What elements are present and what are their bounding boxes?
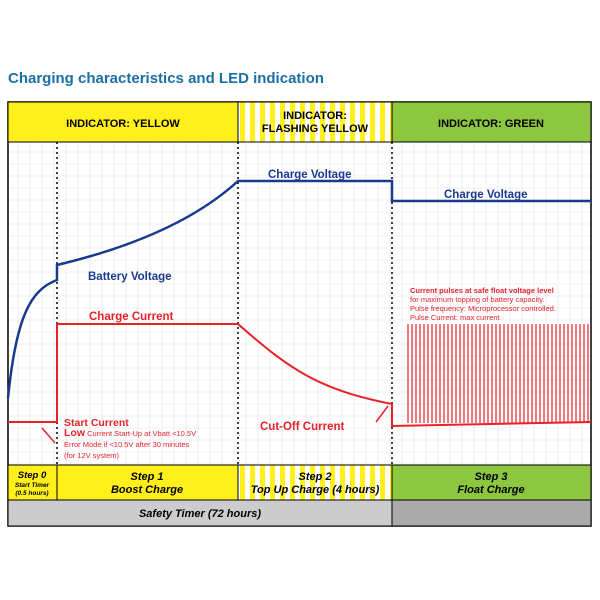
system-note: (for 12V system) <box>64 451 120 460</box>
step-1-name: Step 1 <box>130 471 163 483</box>
float-note-line-1: Current pulses at safe float voltage lev… <box>410 286 554 295</box>
float-current-pulses <box>407 324 589 423</box>
start-current-label: Start Current <box>64 417 129 429</box>
safety-timer-label: Safety Timer (72 hours) <box>139 508 261 520</box>
current-curve <box>8 323 592 428</box>
step-0-box <box>7 464 58 501</box>
indicator-flashing-label-1: INDICATOR: <box>283 110 347 122</box>
page-title: Charging characteristics and LED indicat… <box>8 70 324 87</box>
step-1-desc: Boost Charge <box>111 484 183 496</box>
start-current-pointer <box>41 427 56 444</box>
indicator-green-box <box>391 101 592 143</box>
grid <box>9 143 590 465</box>
step-1-box <box>56 464 239 501</box>
indicator-flashing-label-2: FLASHING YELLOW <box>262 123 369 135</box>
indicator-yellow-box <box>7 101 239 143</box>
step-2-box <box>237 464 393 501</box>
error-mode-note: Error Mode if <10.5V after 30 minutes <box>64 440 190 449</box>
step-2-name: Step 2 <box>298 471 331 483</box>
float-note-line-2: for maximum topping of battery capacity. <box>410 295 545 304</box>
charge-current-label: Charge Current <box>89 311 174 323</box>
step-0-name: Step 0 <box>18 470 47 481</box>
battery-voltage-label: Battery Voltage <box>88 271 172 283</box>
charge-voltage-label-2: Charge Voltage <box>444 189 528 201</box>
voltage-curve <box>6 179 591 399</box>
step-3-box <box>391 464 592 501</box>
low-current-note-rest: Current Start-Up at Vbatt <10.5V <box>85 429 196 438</box>
float-note-line-4: Pulse Current: max current <box>410 313 501 322</box>
indicator-yellow-label: INDICATOR: YELLOW <box>66 118 180 130</box>
diagram-border <box>7 101 592 527</box>
chart-frame: INDICATOR: YELLOW INDICATOR: FLASHING YE… <box>6 101 592 527</box>
float-note-line-3: Pulse frequency: Microprocessor controll… <box>410 304 556 313</box>
step-2-desc: Top Up Charge (4 hours) <box>251 484 380 496</box>
step-3-name: Step 3 <box>474 471 507 483</box>
cutoff-current-label: Cut-Off Current <box>260 421 344 433</box>
low-current-note: Low Current Start-Up at Vbatt <10.5V <box>64 427 196 439</box>
low-current-note-bold: Low <box>64 427 86 439</box>
step-0-desc-1: Start Timer <box>15 482 50 489</box>
cutoff-current-pointer <box>375 405 389 423</box>
indicator-flashing-box <box>237 101 393 143</box>
indicator-green-label: INDICATOR: GREEN <box>438 118 544 130</box>
step-0-desc-2: (0.5 hours) <box>15 490 48 497</box>
charge-voltage-label-1: Charge Voltage <box>268 169 352 181</box>
step-3-desc: Float Charge <box>457 484 524 496</box>
safety-timer-empty-box <box>391 499 592 527</box>
